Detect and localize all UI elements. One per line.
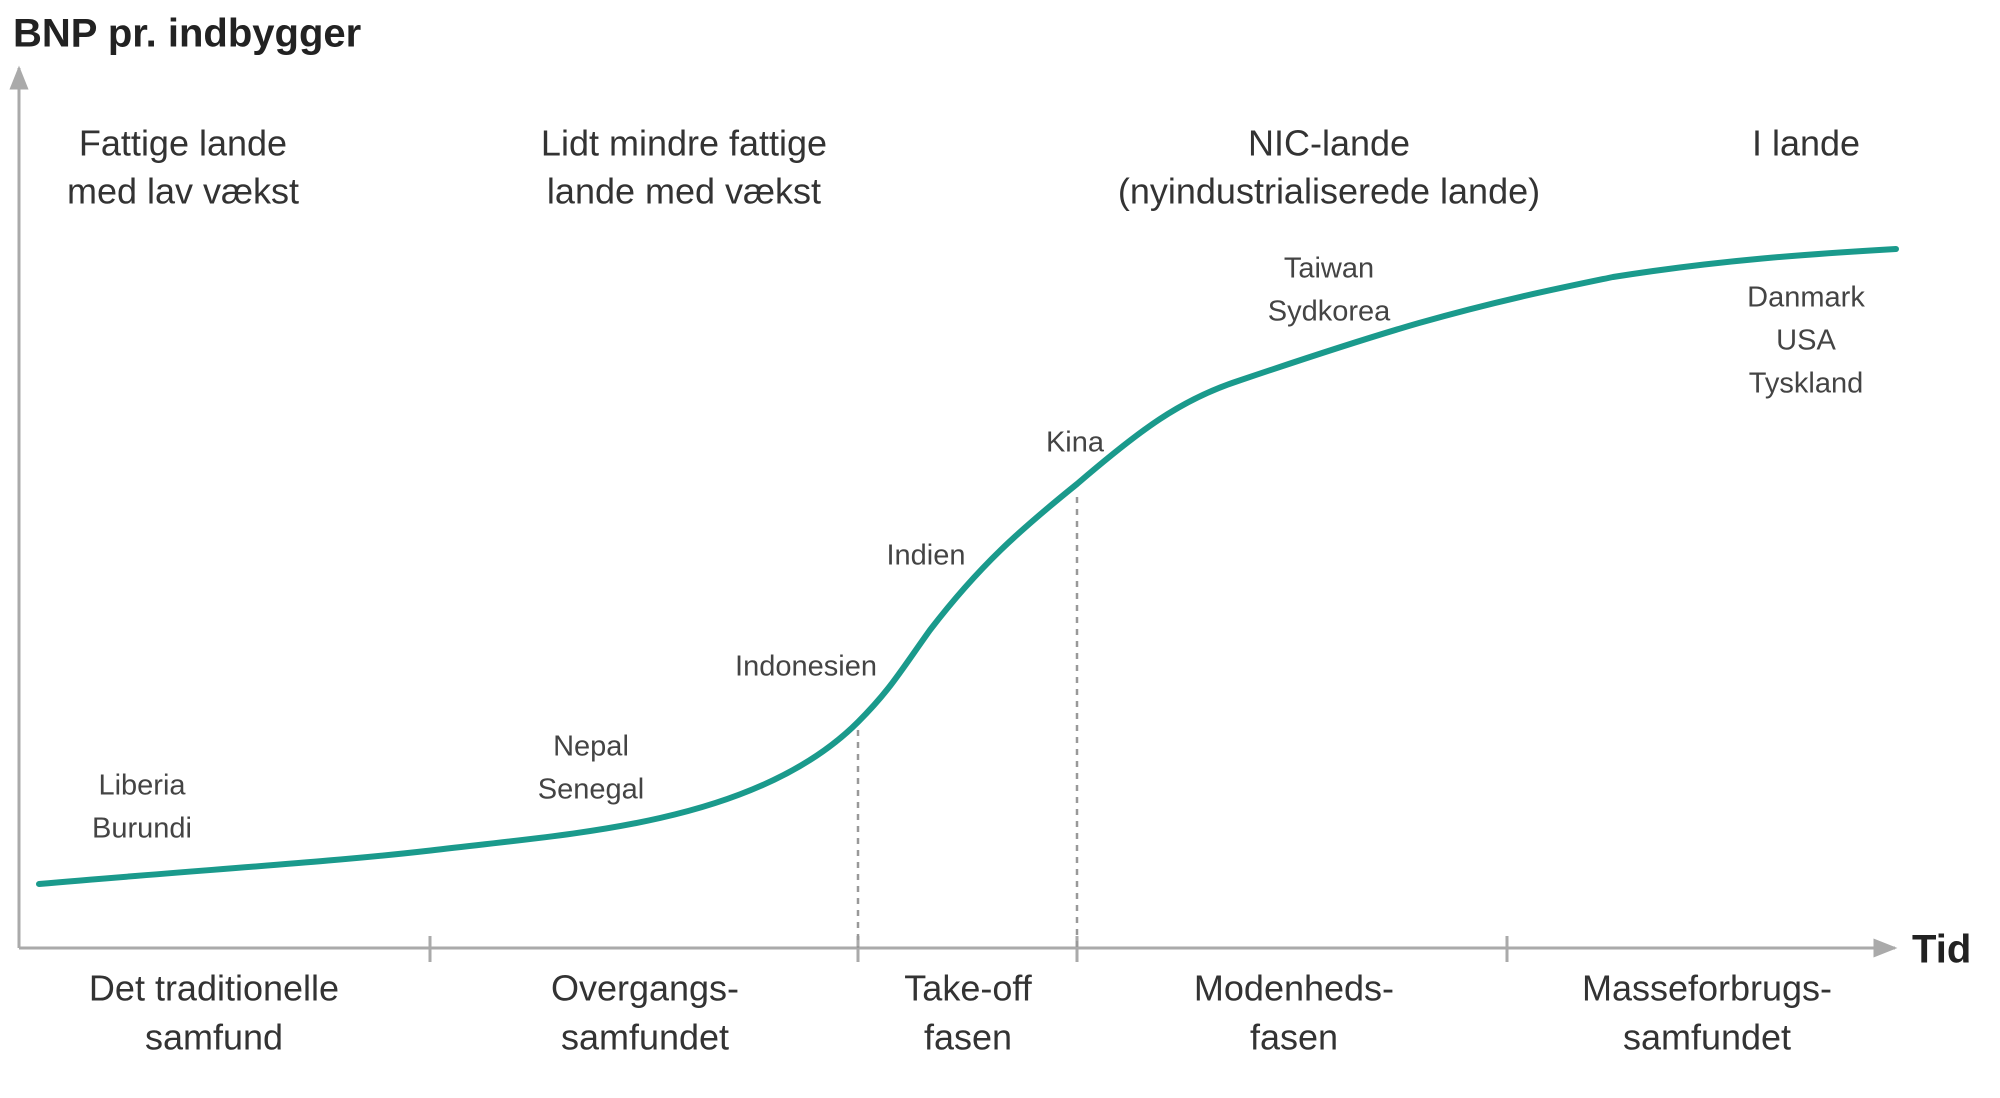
stage-label: Overgangs- bbox=[551, 968, 739, 1009]
countrie-label: Indien bbox=[886, 540, 965, 572]
countrie-label: Danmark bbox=[1747, 282, 1865, 314]
y-axis-label: BNP pr. indbygger bbox=[13, 12, 361, 56]
countrie-label: Senegal bbox=[538, 774, 644, 806]
countrie-label: Liberia bbox=[98, 770, 186, 802]
stage-label: samfund bbox=[145, 1017, 283, 1058]
stage-label: Det traditionelle bbox=[89, 968, 339, 1009]
group-label: I lande bbox=[1752, 123, 1860, 164]
countrie-label: Indonesien bbox=[735, 651, 877, 683]
stage-label: Masseforbrugs- bbox=[1582, 968, 1832, 1009]
countrie-label: Sydkorea bbox=[1268, 296, 1391, 328]
countrie-label: USA bbox=[1776, 325, 1836, 357]
group-label: Fattige lande bbox=[79, 123, 287, 164]
stage-ticks bbox=[428, 936, 1509, 962]
stage-label: Take-off bbox=[904, 968, 1032, 1009]
stage-label: Modenheds- bbox=[1194, 968, 1394, 1009]
stage-label: samfundet bbox=[1623, 1017, 1791, 1058]
group-label: NIC-lande bbox=[1248, 123, 1410, 164]
growth-curve bbox=[36, 246, 1899, 887]
labels: Fattige lande med lav vækst Lidt mindre fa… bbox=[67, 123, 1865, 1058]
group-label: (nyindustrialiserede lande) bbox=[1118, 171, 1540, 212]
stage-label: fasen bbox=[1250, 1017, 1338, 1058]
countrie-label: Nepal bbox=[553, 731, 629, 763]
countrie-label: Burundi bbox=[92, 813, 192, 845]
stage-label: fasen bbox=[924, 1017, 1012, 1058]
countrie-label: Taiwan bbox=[1284, 253, 1374, 285]
countrie-label: Tyskland bbox=[1749, 368, 1863, 400]
group-label: med lav vækst bbox=[67, 171, 299, 212]
x-axis-label: Tid bbox=[1912, 928, 1971, 972]
group-label: lande med vækst bbox=[547, 171, 821, 212]
group-label: Lidt mindre fattige bbox=[541, 123, 827, 164]
countrie-label: Kina bbox=[1046, 427, 1105, 459]
stage-label: samfundet bbox=[561, 1017, 729, 1058]
